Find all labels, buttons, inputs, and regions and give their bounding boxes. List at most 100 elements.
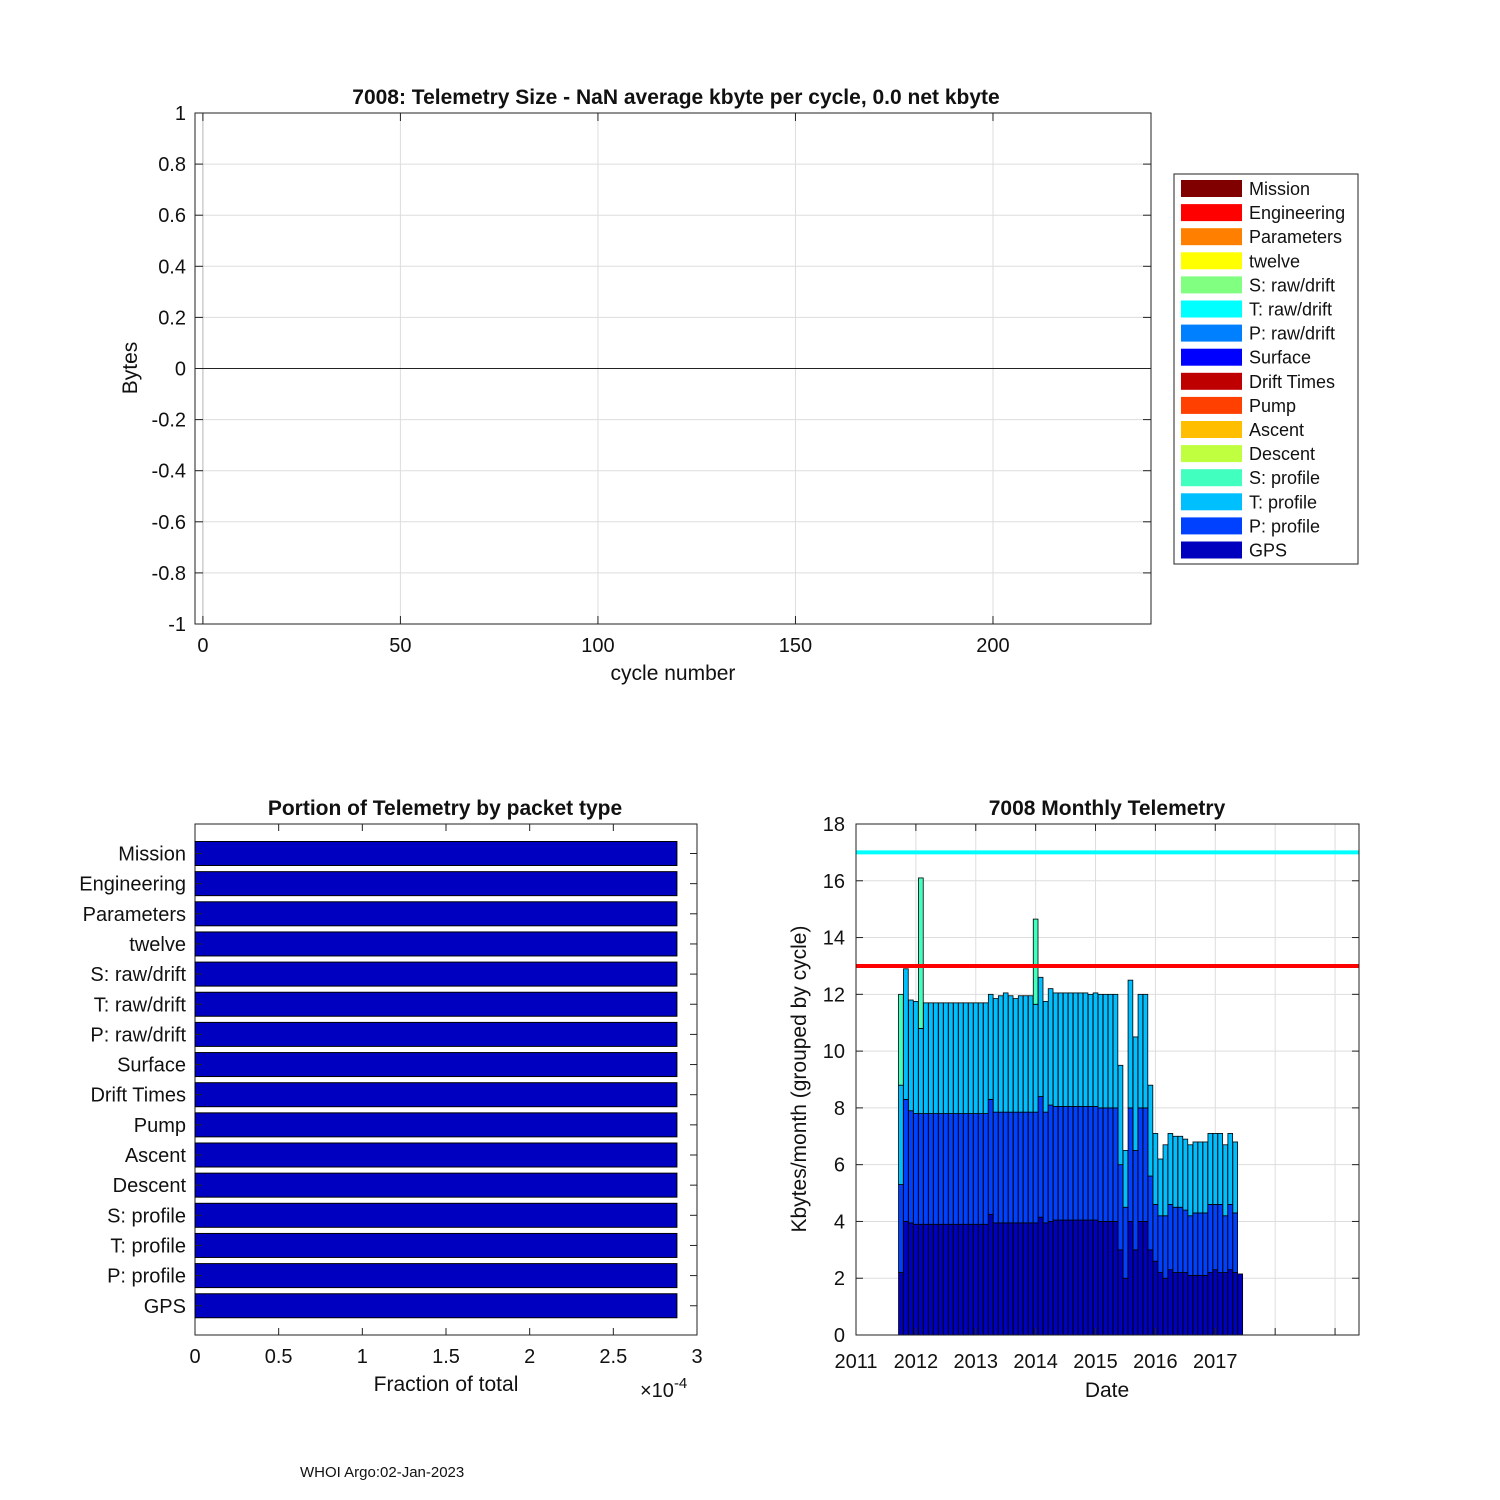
top-y-tick-label: 0.4 — [158, 256, 186, 278]
monthly-bar-segment — [1012, 1111, 1019, 1224]
monthly-bar-segment — [968, 1113, 974, 1225]
monthly-bar-segment — [1207, 1272, 1214, 1336]
top-y-tick-label: 0.2 — [158, 307, 186, 329]
hbar-category-label: P: raw/drift — [90, 1024, 186, 1046]
monthly-bar-segment — [918, 1223, 924, 1336]
monthly-bar-segment — [1092, 1106, 1099, 1221]
monthly-bar-segment — [923, 1113, 929, 1225]
hbar-chart-title: Portion of Telemetry by packet type — [268, 797, 622, 820]
top-x-tick-label: 150 — [779, 635, 812, 657]
hbar-category-label: Descent — [113, 1175, 187, 1197]
monthly-bar-segment — [1107, 1221, 1114, 1336]
hbar-x-tick-label: 3 — [691, 1346, 702, 1368]
monthly-bar-segment — [982, 1113, 989, 1225]
legend-label: T: raw/drift — [1249, 300, 1332, 320]
monthly-bar-segment — [1147, 1084, 1154, 1177]
monthly-bar-segment — [1042, 1222, 1049, 1336]
monthly-bar-segment — [1222, 1215, 1229, 1273]
monthly-bar-segment — [1137, 1107, 1144, 1222]
monthly-bar-segment — [1062, 1106, 1069, 1221]
monthly-bar-segment — [1067, 1219, 1074, 1336]
monthly-bar-segment — [968, 1223, 974, 1336]
hbar-bar — [194, 901, 678, 927]
legend-swatch — [1181, 324, 1242, 342]
monthly-bar-segment — [903, 1221, 909, 1336]
top-x-tick-label: 100 — [581, 635, 614, 657]
legend-items: Mission Engineering Parameters twelve S: raw… — [1181, 179, 1345, 561]
monthly-bar-segment — [1122, 1150, 1129, 1208]
monthly-bar-segment — [1007, 1111, 1014, 1224]
hbar-bar — [194, 1112, 678, 1138]
monthly-bar-segment — [982, 1223, 989, 1336]
monthly-bar-segment — [1182, 1138, 1189, 1211]
hbar-ticks: Mission Engineering Parameters twelve S: raw… — [79, 824, 703, 1368]
hbar-bar — [194, 871, 678, 897]
monthly-bar-segment — [1067, 1106, 1074, 1221]
monthly-bar-segment — [1037, 1216, 1044, 1336]
monthly-bar-segment — [1227, 1204, 1234, 1271]
top-y-tick-label: -0.8 — [152, 563, 186, 585]
monthly-bar-segment — [1047, 1221, 1054, 1336]
monthly-chart: 7008 Monthly Telemetry 2011 2012 2013 2014 2… — [788, 797, 1360, 1402]
monthly-bar-segment — [953, 1002, 959, 1114]
monthly-bar-segment — [898, 1184, 904, 1273]
monthly-bar-segment — [1072, 1219, 1079, 1336]
monthly-y-tick-label: 2 — [834, 1268, 845, 1290]
legend-label: Ascent — [1249, 420, 1304, 440]
monthly-bar-segment — [987, 1213, 994, 1336]
monthly-bar-segment — [1172, 1135, 1179, 1208]
monthly-bar-segment — [1147, 1249, 1154, 1336]
hbar-bar — [194, 1263, 678, 1289]
legend-swatch — [1181, 493, 1242, 511]
monthly-bar-segment — [1052, 1219, 1059, 1336]
monthly-bar-segment — [1172, 1272, 1179, 1336]
monthly-bar-segment — [1217, 1204, 1224, 1273]
monthly-y-tick-label: 18 — [823, 814, 845, 836]
monthly-bar-segment — [1127, 1107, 1134, 1222]
monthly-bar-segment — [968, 1002, 974, 1114]
monthly-bar-segment — [1042, 1001, 1049, 1113]
monthly-bar-segment — [958, 1113, 964, 1225]
hbar-chart: Portion of Telemetry by packet type Miss… — [79, 797, 702, 1402]
hbar-chart-xlabel: Fraction of total — [374, 1373, 519, 1396]
monthly-bar-segment — [1077, 992, 1084, 1107]
monthly-bars — [898, 877, 1244, 1336]
monthly-bar-segment — [1027, 1111, 1034, 1224]
monthly-bar-segment — [1232, 1272, 1238, 1336]
legend-swatch — [1181, 180, 1242, 197]
monthly-reference-lines — [856, 850, 1359, 968]
monthly-bar-segment — [1207, 1204, 1214, 1273]
monthly-bar-segment — [1002, 992, 1009, 1113]
monthly-bar-segment — [1187, 1274, 1194, 1336]
monthly-bar-segment — [1197, 1212, 1204, 1276]
monthly-bar-segment — [1102, 1107, 1109, 1222]
monthly-x-tick-label: 2017 — [1193, 1351, 1238, 1373]
monthly-bar-segment — [1212, 1269, 1219, 1336]
legend: Mission Engineering Parameters twelve S: raw… — [1173, 173, 1359, 565]
monthly-bar-segment — [972, 1002, 979, 1114]
top-x-tick-label: 200 — [976, 635, 1009, 657]
monthly-bar-segment — [1187, 1215, 1194, 1276]
monthly-bar-segment — [1217, 1272, 1224, 1336]
monthly-bar-segment — [1087, 1219, 1094, 1336]
monthly-bar-segment — [1167, 1204, 1174, 1271]
legend-label: S: profile — [1249, 468, 1320, 488]
hbar-x-tick-label: 0 — [189, 1346, 200, 1368]
monthly-bar-segment — [1002, 1111, 1009, 1224]
monthly-bar-segment — [1012, 1222, 1019, 1336]
top-y-tick-label: -0.2 — [152, 410, 186, 432]
monthly-bar-segment — [1182, 1272, 1189, 1336]
monthly-bar-segment — [1232, 1141, 1238, 1214]
monthly-bar-segment — [953, 1113, 959, 1225]
monthly-bar-segment — [908, 1222, 914, 1336]
monthly-y-tick-label: 4 — [834, 1211, 845, 1233]
legend-swatch — [1181, 276, 1242, 294]
monthly-bar-segment — [1227, 1133, 1234, 1205]
monthly-bar-segment — [1137, 1221, 1144, 1336]
monthly-bar-segment — [943, 1113, 949, 1225]
hbar-category-label: Engineering — [79, 874, 186, 896]
legend-label: twelve — [1249, 251, 1300, 271]
top-y-tick-label: 1 — [175, 103, 186, 125]
monthly-bar-segment — [1142, 993, 1149, 1109]
top-y-tick-label: -1 — [168, 614, 186, 636]
